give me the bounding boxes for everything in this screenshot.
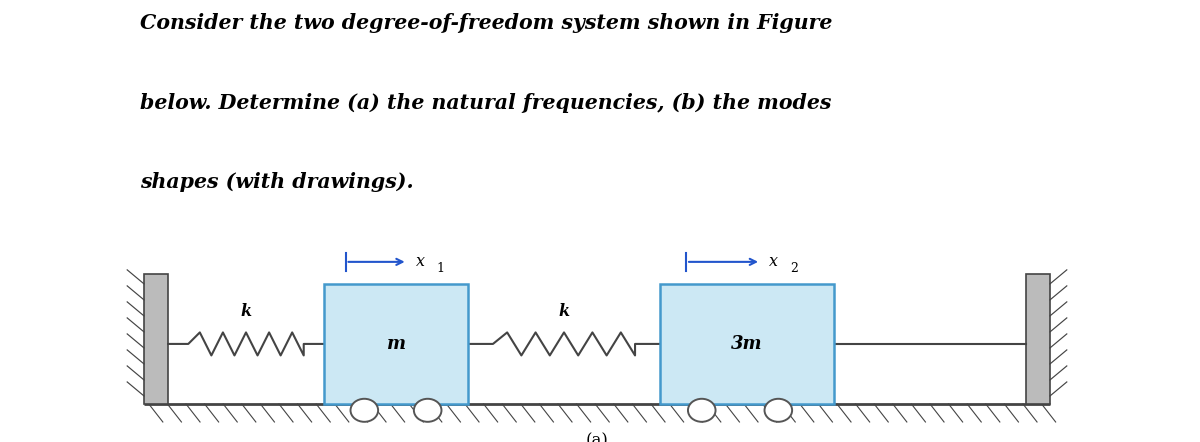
Text: 1: 1 — [437, 263, 445, 275]
Text: x: x — [769, 253, 779, 271]
Circle shape — [414, 399, 442, 422]
Text: Consider the two degree-of-freedom system shown in Figure: Consider the two degree-of-freedom syste… — [140, 13, 833, 33]
Text: shapes (with drawings).: shapes (with drawings). — [140, 172, 414, 192]
Circle shape — [350, 399, 378, 422]
Text: m: m — [386, 335, 406, 353]
Text: 2: 2 — [791, 263, 798, 275]
Text: k: k — [558, 303, 570, 320]
Bar — [660, 284, 834, 404]
Bar — [144, 274, 168, 404]
Text: below. Determine (a) the natural frequencies, (b) the modes: below. Determine (a) the natural frequen… — [140, 93, 832, 113]
Text: 3m: 3m — [731, 335, 763, 353]
Circle shape — [764, 399, 792, 422]
Bar — [324, 284, 468, 404]
Bar — [1026, 274, 1050, 404]
Text: k: k — [240, 303, 252, 320]
Text: x: x — [416, 253, 425, 271]
Text: (a): (a) — [586, 432, 608, 442]
Circle shape — [688, 399, 715, 422]
